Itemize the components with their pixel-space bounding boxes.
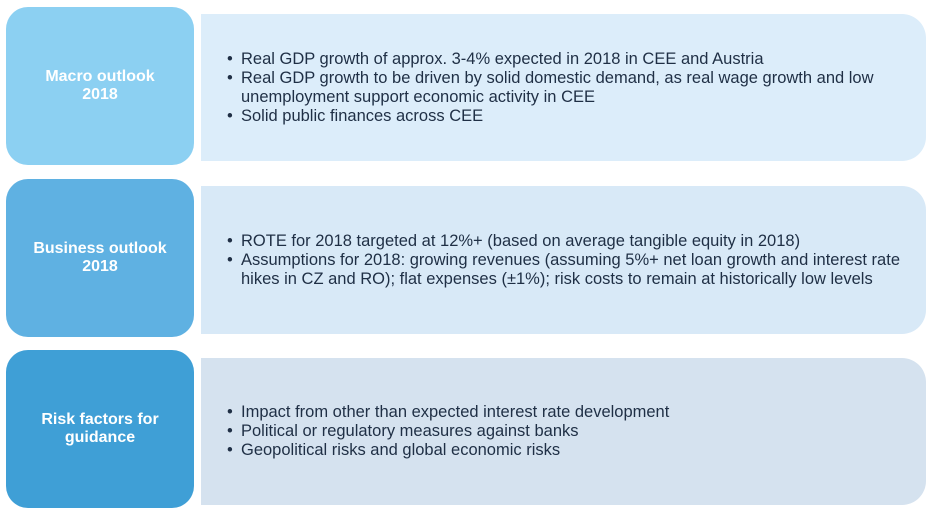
risk-factors-label-line1: Risk factors for: [41, 411, 159, 428]
macro-outlook-label-line2: 2018: [82, 86, 118, 103]
bullet-item: Assumptions for 2018: growing revenues (…: [227, 251, 906, 289]
business-outlook-label-line1: Business outlook: [33, 240, 167, 257]
bullet-item: Solid public finances across CEE: [227, 107, 906, 126]
risk-factors-content: Impact from other than expected interest…: [201, 358, 926, 505]
macro-outlook-row: Macro outlook 2018 Real GDP growth of ap…: [0, 7, 934, 167]
risk-factors-label: Risk factors for guidance: [6, 350, 194, 508]
bullet-item: Impact from other than expected interest…: [227, 403, 906, 422]
risk-factors-label-line2: guidance: [64, 429, 136, 446]
macro-outlook-label: Macro outlook 2018: [6, 7, 194, 165]
business-outlook-row: Business outlook 2018 ROTE for 2018 targ…: [0, 179, 934, 339]
business-outlook-content: ROTE for 2018 targeted at 12%+ (based on…: [201, 186, 926, 334]
bullet-item: Geopolitical risks and global economic r…: [227, 441, 906, 460]
risk-factors-bullet-list: Impact from other than expected interest…: [227, 403, 906, 460]
risk-factors-row: Risk factors for guidance Impact from ot…: [0, 350, 934, 510]
bullet-item: Political or regulatory measures against…: [227, 422, 906, 441]
macro-outlook-bullet-list: Real GDP growth of approx. 3-4% expected…: [227, 50, 906, 126]
macro-outlook-label-line1: Macro outlook: [45, 68, 155, 85]
business-outlook-bullet-list: ROTE for 2018 targeted at 12%+ (based on…: [227, 232, 906, 289]
bullet-item: Real GDP growth to be driven by solid do…: [227, 69, 906, 107]
bullet-item: Real GDP growth of approx. 3-4% expected…: [227, 50, 906, 69]
macro-outlook-content: Real GDP growth of approx. 3-4% expected…: [201, 14, 926, 161]
business-outlook-label: Business outlook 2018: [6, 179, 194, 337]
bullet-item: ROTE for 2018 targeted at 12%+ (based on…: [227, 232, 906, 251]
business-outlook-label-line2: 2018: [82, 258, 118, 275]
